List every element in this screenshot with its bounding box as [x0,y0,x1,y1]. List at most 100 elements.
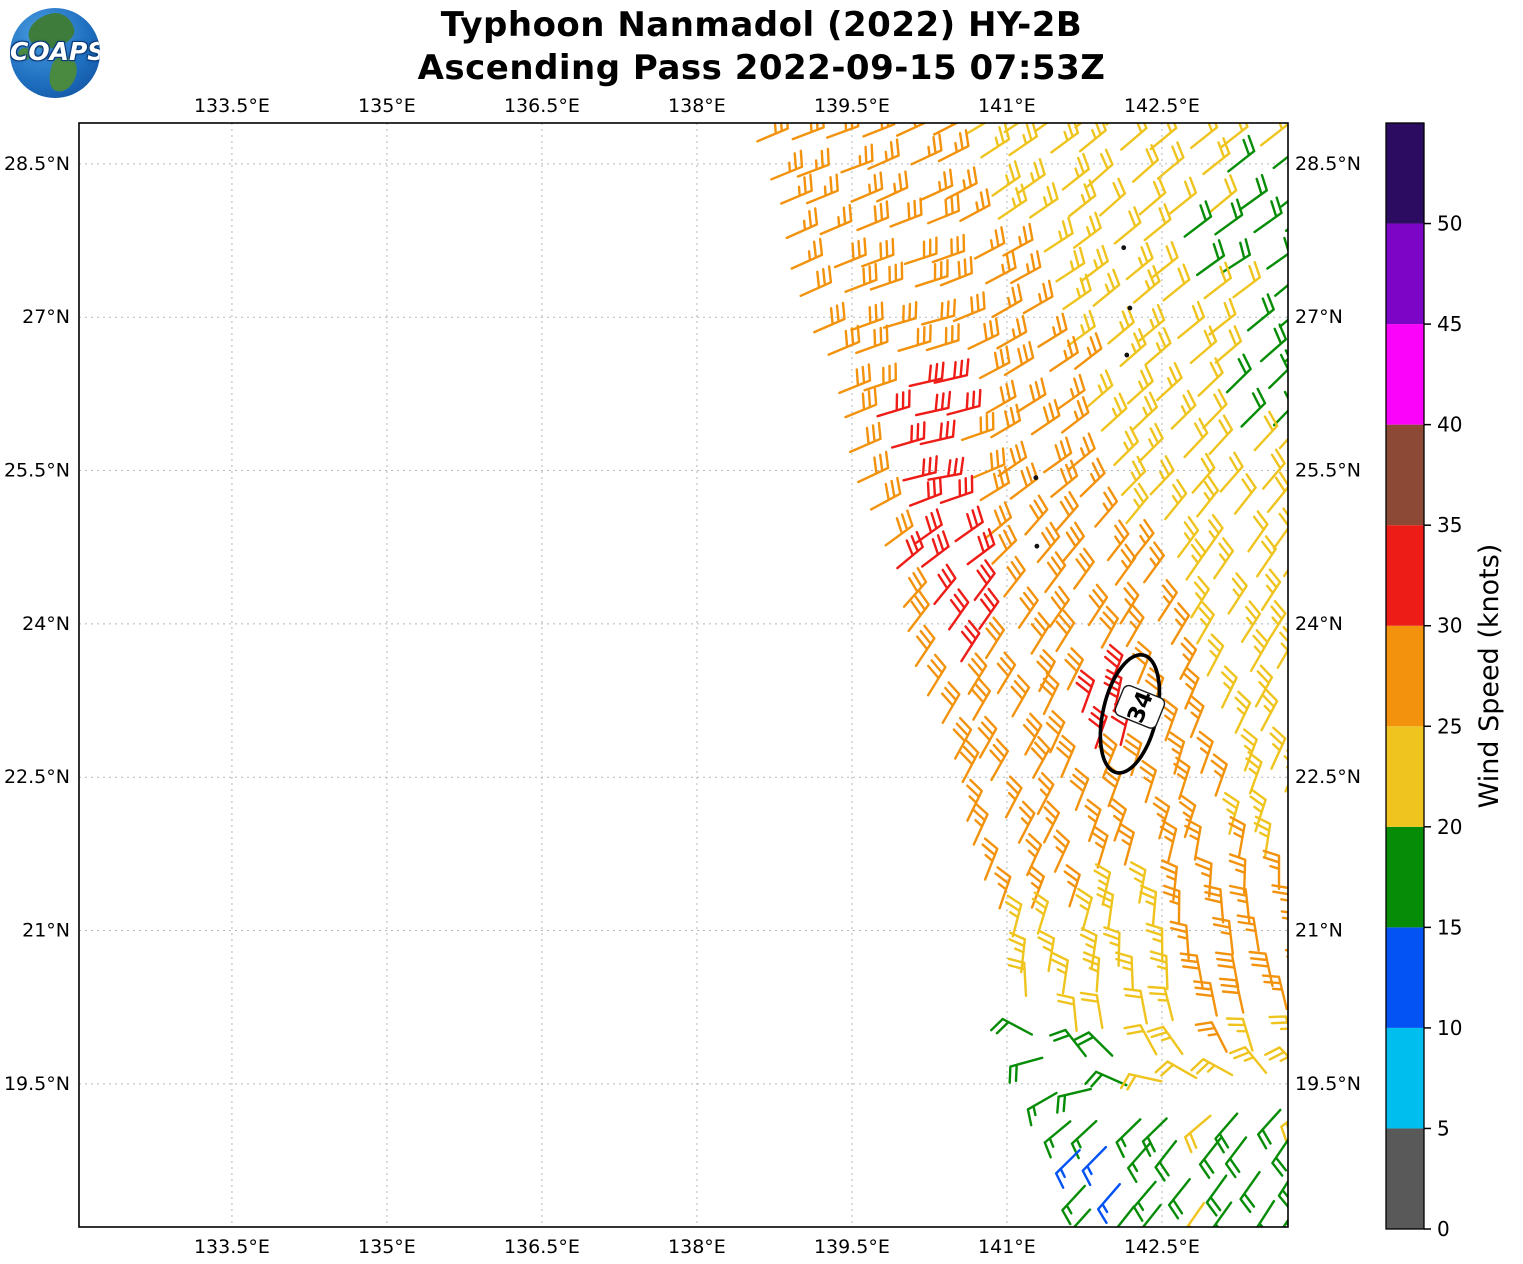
wind-barb [954,505,984,543]
colorbar-segment [1386,123,1424,224]
x-tick-label-bottom: 142.5°E [1124,1236,1200,1258]
wind-barb [980,123,1011,159]
wind-barb [1008,123,1038,157]
wind-barb [756,123,789,143]
wind-barb [902,567,928,608]
wind-barb [1017,586,1039,629]
wind-barb [1031,891,1049,935]
wind-barb [937,129,970,163]
wind-barb [876,389,911,418]
wind-barb [1238,174,1268,211]
wind-barb [996,651,1017,695]
wind-barb [849,421,882,454]
wind-barb [856,200,890,232]
wind-barb [1284,227,1288,232]
colorbar-segment [1386,424,1424,526]
wind-barb [1138,176,1167,216]
wind-barb [1167,1178,1191,1220]
wind-barb [1081,1145,1108,1187]
wind-barb [1259,323,1288,363]
x-tick-label-top: 135°E [358,95,416,117]
wind-barb [1082,951,1101,993]
wind-barb [1281,1218,1288,1227]
wind-barb [1003,340,1035,377]
wind-barb [1280,1120,1288,1143]
wind-barb [1039,671,1060,716]
wind-barb [1264,1046,1288,1062]
wind-barb [1113,426,1139,467]
wind-barb [926,653,947,697]
wind-barb [1203,261,1232,300]
wind-barb [1037,312,1068,348]
wind-barb [1054,491,1079,532]
wind-barb [1050,123,1080,154]
wind-barb [840,143,874,174]
wind-barb [1248,950,1274,988]
wind-barb [1177,516,1200,558]
wind-barb [1027,865,1045,909]
wind-barb [869,261,904,291]
wind-barb [882,301,918,329]
wind-barb [1004,775,1023,819]
wind-barb [1084,1070,1128,1088]
island-marker [1124,352,1130,358]
wind-barb [1246,293,1275,332]
wind-barb [960,411,995,442]
wind-barb [997,440,1028,477]
wind-barb [1087,583,1109,627]
wind-barb [948,588,970,631]
wind-barb [785,207,819,240]
wind-barb [1189,325,1218,365]
wind-barb [907,590,930,633]
x-tick-label-top: 133.5°E [194,95,270,117]
wind-barb [1187,694,1205,739]
x-tick-label-bottom: 141°E [978,1236,1036,1258]
wind-barb [1143,541,1165,584]
wind-barb [1062,273,1092,311]
wind-barb [1190,123,1219,149]
wind-barb [1259,123,1288,147]
colorbar-tick-label: 45 [1437,312,1462,336]
wind-barb [1147,985,1174,1022]
wind-barb [1084,798,1102,842]
wind-barb [1272,507,1288,550]
wind-barb [1266,600,1287,643]
wind-barb [1029,182,1059,219]
wind-barb [1078,123,1107,153]
wind-barb [990,403,1022,439]
wind-barb [1049,335,1079,372]
wind-barb [908,476,943,507]
wind-barb [1206,633,1225,677]
wind-barb [1146,1025,1184,1055]
wind-barb [844,262,878,293]
wind-barb [1239,1170,1261,1214]
y-tick-label-left: 22.5°N [4,766,70,788]
wind-barb [1072,1208,1092,1227]
wind-barb [1125,482,1149,525]
wind-barb [838,363,872,395]
wind-barb [1066,309,1096,347]
colorbar-segment [1386,1027,1424,1129]
wind-barb [1131,391,1158,431]
wind-barb [1049,1028,1087,1058]
wind-barb [1103,926,1121,967]
wind-barb [1225,1017,1254,1052]
wind-barb [994,866,1012,910]
wind-barb [1055,246,1086,283]
wind-barb [1214,198,1244,236]
wind-barb [1073,1031,1114,1057]
wind-barb [1079,991,1104,1030]
wind-barb [1079,457,1106,498]
wind-barb [1261,974,1288,1011]
wind-barb [1196,601,1215,645]
wind-barb [967,652,988,695]
y-tick-label-right: 28.5°N [1295,153,1361,175]
wind-barb [977,715,998,759]
colorbar-segment [1386,826,1424,928]
wind-barb [1278,318,1288,328]
x-tick-label-top: 136.5°E [504,95,580,117]
wind-barb [913,508,943,545]
y-tick-label-left: 27°N [22,306,70,328]
y-tick-label-right: 19.5°N [1295,1073,1361,1095]
wind-barb [1099,605,1119,649]
